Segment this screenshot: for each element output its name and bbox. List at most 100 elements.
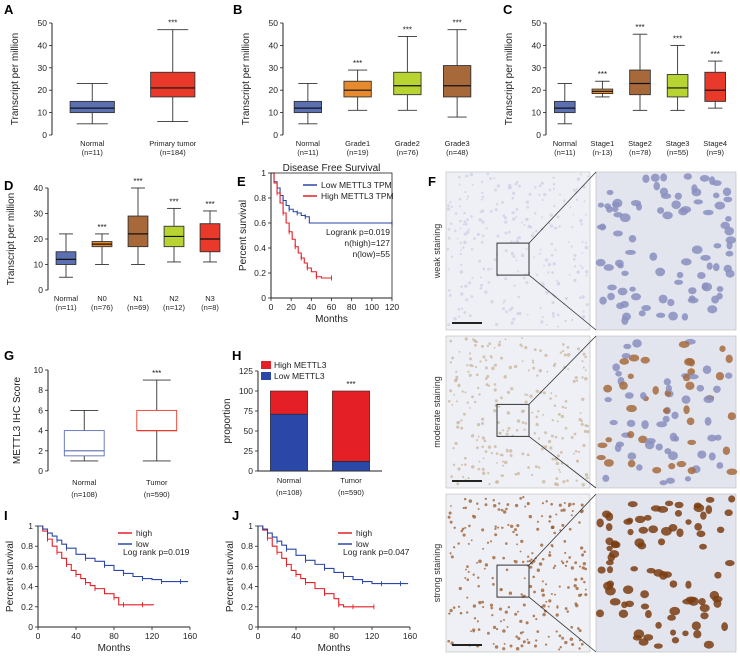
tissue-texture (455, 375, 459, 379)
y-tick-label: 0 (42, 130, 47, 140)
tissue-texture (524, 393, 527, 396)
tissue-texture (470, 295, 474, 298)
tissue-texture (473, 339, 477, 343)
significance-marker: *** (635, 23, 644, 32)
y-tick-label: 40 (34, 183, 44, 193)
tissue-texture (578, 629, 582, 633)
cell-nucleus (708, 452, 716, 461)
tissue-texture (484, 450, 488, 453)
x-category-label: Normal (277, 476, 302, 485)
tissue-texture (526, 560, 529, 563)
tissue-texture (466, 198, 469, 201)
y-tick-label: 1 (248, 521, 253, 531)
significance-marker: *** (133, 177, 142, 186)
tissue-texture (541, 557, 545, 561)
cell-nucleus (725, 216, 732, 222)
cell-nucleus (663, 378, 671, 386)
tissue-texture (544, 431, 548, 435)
tissue-texture (519, 343, 523, 347)
tissue-texture (476, 439, 479, 442)
cell-nucleus (638, 638, 649, 646)
significance-marker: *** (711, 50, 720, 59)
cell-nucleus (638, 526, 649, 534)
tissue-texture (471, 395, 474, 399)
tissue-texture (583, 200, 586, 203)
tissue-texture (484, 290, 488, 294)
tissue-texture (564, 400, 568, 403)
tissue-texture (453, 316, 457, 321)
tissue-texture (558, 468, 561, 471)
cell-nucleus (602, 474, 610, 482)
tissue-texture (474, 365, 478, 369)
tissue-texture (494, 645, 499, 649)
tissue-texture (481, 445, 484, 449)
cell-nucleus (696, 384, 705, 392)
tissue-texture (576, 347, 580, 351)
tissue-texture (514, 183, 517, 186)
tissue-texture (480, 198, 483, 201)
cell-nucleus (622, 312, 632, 321)
tissue-texture (457, 542, 460, 545)
cell-nucleus (597, 566, 606, 574)
tissue-texture (564, 607, 568, 610)
significance-marker: *** (403, 25, 412, 34)
tissue-texture (580, 222, 584, 226)
tissue-texture (503, 375, 507, 379)
tissue-texture (554, 248, 557, 252)
tissue-texture (544, 258, 549, 262)
cell-nucleus (597, 202, 605, 208)
cell-nucleus (674, 509, 683, 517)
zoom-connector (528, 274, 597, 331)
panel-letter-i: I (4, 508, 8, 523)
tissue-texture (473, 400, 477, 404)
tissue-texture (508, 230, 511, 234)
tissue-texture (580, 546, 584, 550)
x-category-n: (n=590) (338, 488, 365, 497)
tissue-texture (581, 566, 585, 570)
tissue-texture (555, 461, 560, 466)
tissue-texture (446, 203, 450, 207)
tissue-texture (514, 612, 518, 616)
tissue-texture (571, 510, 574, 513)
cell-nucleus (683, 405, 690, 415)
cell-nucleus (705, 496, 715, 503)
tissue-texture (584, 472, 589, 477)
tissue-texture (491, 366, 495, 371)
cell-nucleus (603, 384, 613, 393)
y-tick-label: 0.8 (241, 541, 253, 551)
cell-nucleus (726, 468, 738, 476)
tissue-texture (478, 600, 482, 605)
ihc-overview-image (445, 493, 591, 653)
y-axis-title: Percent survival (238, 200, 249, 271)
cell-nucleus (607, 292, 615, 301)
tissue-texture (525, 247, 528, 251)
tissue-texture (574, 449, 578, 453)
tissue-texture (447, 515, 451, 519)
tissue-texture (478, 259, 482, 263)
tissue-texture (495, 202, 499, 206)
tissue-texture (465, 174, 469, 178)
tissue-texture (463, 211, 467, 215)
tissue-texture (501, 454, 504, 457)
cell-nucleus (642, 174, 650, 183)
cell-nucleus (667, 614, 676, 621)
tissue-texture (522, 603, 526, 607)
tissue-texture (550, 392, 553, 395)
cell-nucleus (703, 640, 714, 649)
tissue-texture (502, 464, 505, 467)
tissue-texture (583, 429, 587, 433)
cell-nucleus (638, 310, 646, 317)
tissue-texture (453, 526, 456, 529)
tissue-texture (540, 515, 544, 518)
tissue-texture (482, 268, 485, 271)
tissue-texture (505, 507, 508, 511)
significance-marker: *** (452, 19, 461, 28)
tissue-texture (483, 567, 486, 570)
cell-nucleus (662, 407, 670, 414)
tissue-texture (582, 310, 585, 313)
tissue-texture (463, 497, 467, 501)
tissue-texture (550, 592, 553, 595)
tissue-texture (501, 526, 504, 530)
tissue-texture (459, 227, 462, 230)
tissue-texture (514, 503, 519, 508)
